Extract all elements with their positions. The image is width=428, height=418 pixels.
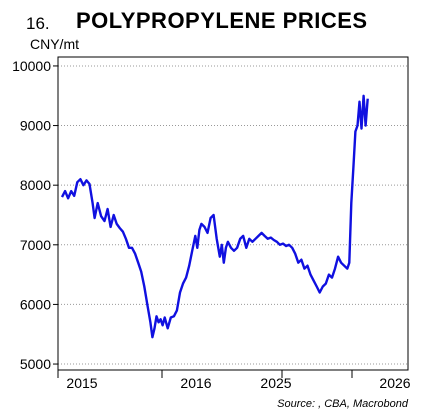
figure-number: 16.: [26, 14, 50, 33]
source-note: Source: , CBA, Macrobond: [277, 398, 408, 410]
plot-frame: [57, 56, 409, 371]
x-tick-label: 2016: [180, 375, 211, 391]
x-axis-ticks: 2015 2016 2025 2026: [57, 370, 411, 391]
y-tick-label: 9000: [20, 118, 51, 134]
x-tick-label: 2015: [66, 375, 97, 391]
chart-title: POLYPROPYLENE PRICES: [76, 8, 368, 33]
y-tick-label: 10000: [12, 58, 51, 74]
y-axis-ticks: 5000 6000 7000 8000 9000 10000: [12, 58, 58, 372]
x-tick-label: 2025: [260, 375, 291, 391]
series-group: [60, 94, 369, 339]
gridlines: [58, 65, 408, 365]
y-tick-label: 7000: [20, 237, 51, 253]
y-tick-label: 8000: [20, 177, 51, 193]
price-series-line: [60, 94, 369, 339]
y-tick-label: 5000: [20, 356, 51, 372]
y-tick-label: 6000: [20, 296, 51, 312]
y-axis-unit-label: CNY/mt: [30, 36, 79, 52]
x-tick-label: 2026: [379, 375, 410, 391]
